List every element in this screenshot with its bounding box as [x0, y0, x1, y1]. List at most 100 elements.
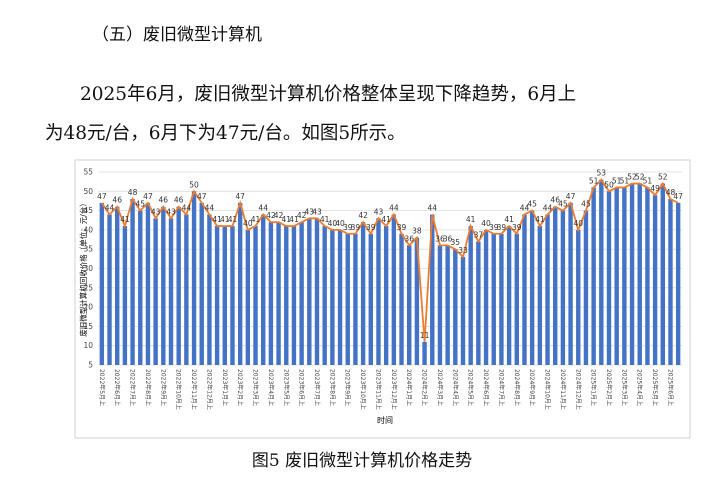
data-label: 44 [105, 203, 115, 212]
paragraph-line: 2025年6月，废旧微型计算机价格整体呈现下降趋势，6月上 [80, 84, 576, 105]
bar [153, 218, 158, 365]
bar [668, 199, 673, 365]
bar [199, 202, 204, 365]
x-tick-label: 2022年6月上 [113, 369, 121, 406]
x-tick-label: 2022年7月上 [129, 369, 137, 406]
x-tick-label: 2025年6月上 [666, 369, 674, 406]
bar [161, 206, 166, 365]
x-tick-label: 2024年12月上 [574, 369, 582, 410]
bar [645, 187, 650, 365]
data-label: 40 [335, 219, 345, 228]
bar [437, 245, 443, 365]
bar [399, 233, 404, 365]
data-label: 36 [404, 234, 414, 243]
x-tick-label: 2023年12月上 [390, 369, 398, 410]
bar [660, 183, 665, 365]
bar [606, 191, 612, 365]
y-tick-label: 35 [83, 245, 93, 254]
data-label: 43 [166, 207, 176, 216]
y-tick-label: 55 [83, 168, 93, 177]
data-label: 40 [573, 219, 583, 228]
x-tick-label: 2023年4月上 [267, 369, 275, 406]
x-tick-label: 2024年4月上 [451, 369, 459, 406]
bar [145, 202, 151, 365]
bar [191, 191, 197, 365]
data-label: 44 [389, 203, 399, 212]
bar [376, 218, 381, 365]
data-label: 37 [474, 230, 484, 239]
bar [614, 187, 619, 365]
data-label: 41 [381, 215, 391, 224]
data-label: 44 [205, 203, 215, 212]
data-label: 46 [174, 196, 184, 205]
bar [207, 214, 212, 365]
bar [360, 222, 366, 365]
data-label: 41 [228, 215, 238, 224]
bar [276, 222, 281, 365]
bar [629, 183, 635, 365]
data-label: 42 [274, 211, 284, 220]
heading: （五）废旧微型计算机 [92, 25, 262, 45]
data-label: 47 [143, 192, 153, 201]
bar [345, 233, 350, 365]
data-label: 47 [235, 192, 245, 201]
y-axis-label: 废旧微型计算机回收价格（单位：元/台） [78, 199, 88, 337]
x-tick-label: 2023年3月上 [252, 369, 260, 406]
data-label: 45 [581, 200, 591, 209]
data-label: 41 [466, 215, 476, 224]
x-tick-label: 2022年11月上 [190, 369, 198, 410]
bar [222, 226, 227, 365]
data-label: 50 [189, 180, 199, 189]
x-tick-label: 2023年6月上 [298, 369, 306, 406]
data-label: 44 [427, 203, 437, 212]
data-label: 41 [220, 215, 230, 224]
bar [422, 341, 427, 365]
bar [237, 202, 243, 365]
bar [214, 226, 220, 365]
data-label: 52 [635, 173, 645, 182]
y-tick-label: 50 [83, 187, 93, 196]
bar [506, 226, 512, 365]
bar [383, 226, 389, 365]
x-tick-label: 2024年2月上 [421, 369, 429, 406]
y-tick-label: 10 [83, 341, 93, 350]
bar [529, 210, 535, 365]
bar [430, 214, 435, 365]
data-label: 40 [328, 219, 338, 228]
data-label: 51 [589, 176, 599, 185]
x-tick-label: 2025年2月上 [605, 369, 613, 406]
data-label: 41 [120, 215, 130, 224]
data-label: 43 [374, 207, 384, 216]
bar [322, 226, 327, 365]
data-label: 11 [420, 331, 430, 340]
data-label: 36 [435, 234, 445, 243]
bar [576, 229, 581, 365]
data-label: 44 [543, 203, 553, 212]
x-tick-label: 2024年8月上 [513, 369, 521, 406]
data-label: 52 [658, 173, 668, 182]
x-tick-label: 2023年8月上 [328, 369, 336, 406]
x-tick-label: 2025年1月上 [590, 369, 598, 406]
data-label: 39 [351, 223, 361, 232]
data-label: 47 [97, 192, 107, 201]
data-label: 44 [520, 203, 530, 212]
data-label: 39 [512, 223, 522, 232]
bar [368, 233, 373, 365]
bar [553, 206, 558, 365]
data-label: 43 [151, 207, 161, 216]
bar [284, 226, 289, 365]
x-tick-label: 2022年5月上 [98, 369, 106, 406]
data-label: 45 [558, 200, 568, 209]
x-tick-label: 2024年3月上 [436, 369, 444, 406]
bar [568, 202, 573, 365]
bar [138, 210, 143, 365]
data-label: 43 [312, 207, 322, 216]
x-tick-label: 2025年5月上 [651, 369, 659, 406]
bar [599, 179, 604, 365]
bar [414, 237, 420, 365]
data-label: 46 [112, 196, 122, 205]
y-tick-label: 45 [83, 206, 93, 215]
y-tick-label: 30 [83, 264, 93, 273]
bar [583, 210, 589, 365]
bar [122, 226, 128, 365]
